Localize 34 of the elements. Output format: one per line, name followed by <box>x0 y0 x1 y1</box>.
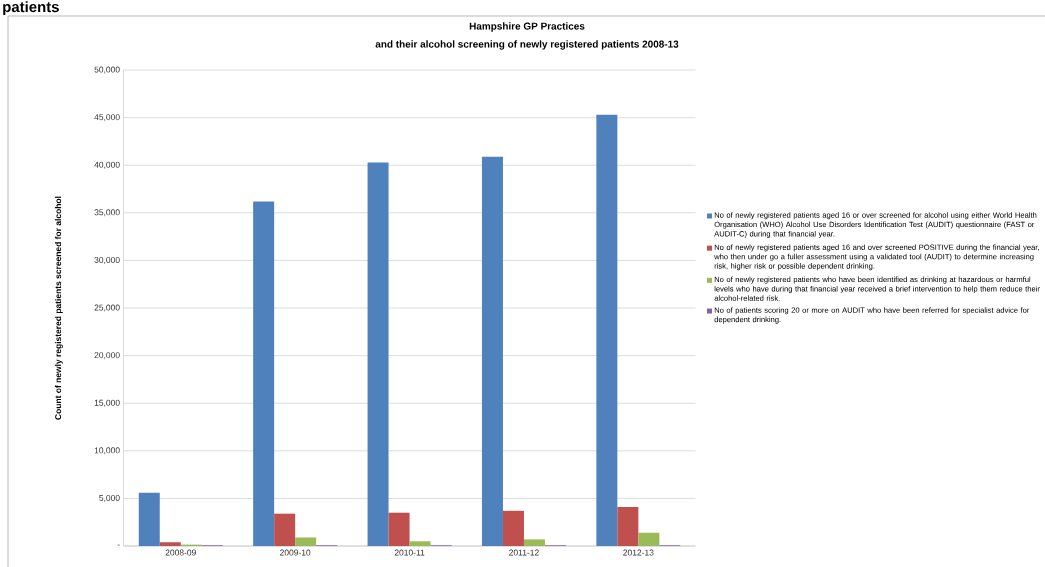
x-tick-label: 2011-12 <box>509 549 539 556</box>
x-tick-label: 2008-09 <box>165 549 196 556</box>
text: patients <box>3 1 59 16</box>
x-tick-label: 2012-13 <box>623 549 654 556</box>
bar <box>367 162 389 547</box>
bar <box>388 512 410 547</box>
bar <box>638 532 660 547</box>
y-tick-label: 20,000 <box>94 352 120 360</box>
x-tick-label: 2010-11 <box>394 549 425 556</box>
y-tick-label: 25,000 <box>94 304 120 312</box>
y-tick-label: 15,000 <box>94 399 120 407</box>
chart-title: Hampshire GP Practices <box>469 22 585 32</box>
y-tick-label: 45,000 <box>94 114 120 122</box>
y-tick-label: 50,000 <box>94 66 120 74</box>
bar <box>159 542 181 547</box>
bar <box>502 510 524 547</box>
bar <box>274 513 296 547</box>
bar <box>481 156 503 547</box>
y-tick-label: 5,000 <box>99 494 120 502</box>
y-axis-title: Count of newly registered patients screened for alcohol <box>54 196 63 420</box>
x-tick-label: 2009-10 <box>280 549 311 556</box>
bar <box>295 537 317 547</box>
bar <box>253 201 275 547</box>
bar <box>617 507 639 547</box>
bar <box>596 114 618 547</box>
y-tick-label: 35,000 <box>94 209 120 217</box>
y-tick-label: - <box>117 544 120 546</box>
chart-subtitle: and their alcohol screening of newly registered patients 2008-13 <box>375 40 679 50</box>
bar <box>409 541 431 547</box>
bar <box>523 539 545 547</box>
bar <box>138 492 160 547</box>
y-tick-label: 10,000 <box>94 447 120 455</box>
y-tick-label: 30,000 <box>94 256 120 264</box>
y-tick-label: 40,000 <box>94 161 120 169</box>
